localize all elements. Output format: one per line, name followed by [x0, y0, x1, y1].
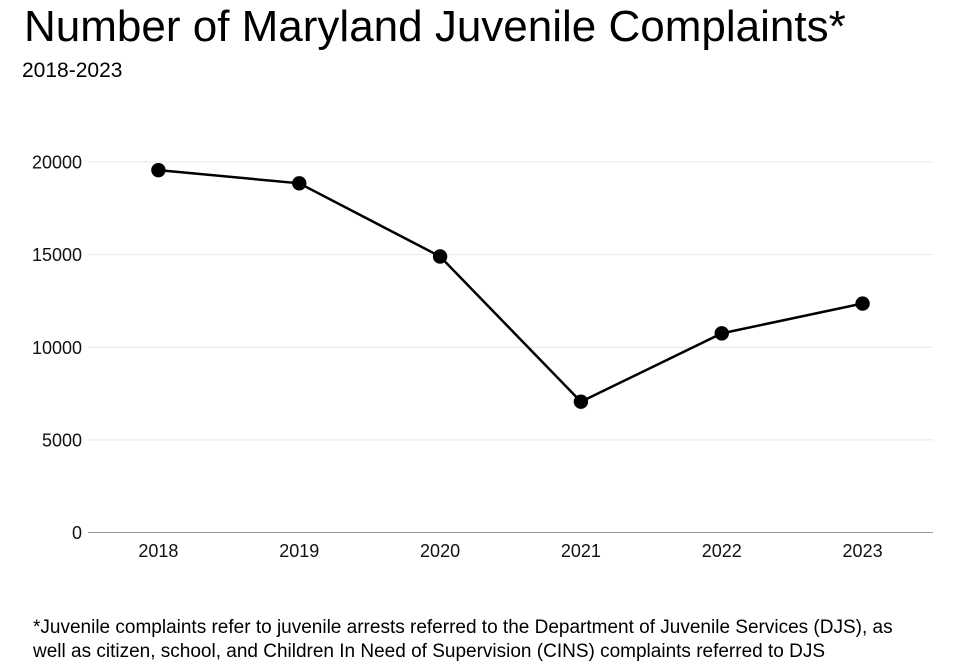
y-axis-tick-label: 10000 — [32, 338, 82, 358]
data-point-marker — [573, 394, 589, 409]
footnote-line-1: *Juvenile complaints refer to juvenile a… — [33, 617, 893, 638]
y-axis-tick-label: 20000 — [32, 153, 82, 173]
data-point-marker — [432, 249, 448, 264]
y-axis-tick-label: 0 — [72, 523, 82, 543]
chart-title: Number of Maryland Juvenile Complaints* — [24, 2, 846, 51]
x-axis-tick-label: 2023 — [843, 541, 883, 561]
x-axis-tick-label: 2021 — [561, 541, 601, 561]
footnote: *Juvenile complaints refer to juvenile a… — [33, 616, 893, 664]
x-axis-tick-label: 2022 — [702, 541, 742, 561]
data-point-marker — [292, 176, 307, 191]
chart-subtitle: 2018-2023 — [22, 59, 123, 82]
data-point-marker — [855, 296, 870, 311]
x-axis-tick-label: 2019 — [279, 541, 319, 561]
data-point-marker — [151, 162, 166, 178]
y-axis-tick-label: 15000 — [32, 245, 82, 265]
x-axis-tick-label: 2018 — [138, 541, 178, 561]
footnote-line-2: well as citizen, school, and Children In… — [33, 641, 826, 662]
y-axis-tick-label: 5000 — [42, 430, 82, 450]
data-point-marker — [714, 326, 729, 341]
series-line — [158, 168, 863, 404]
x-axis-tick-label: 2020 — [420, 541, 460, 561]
